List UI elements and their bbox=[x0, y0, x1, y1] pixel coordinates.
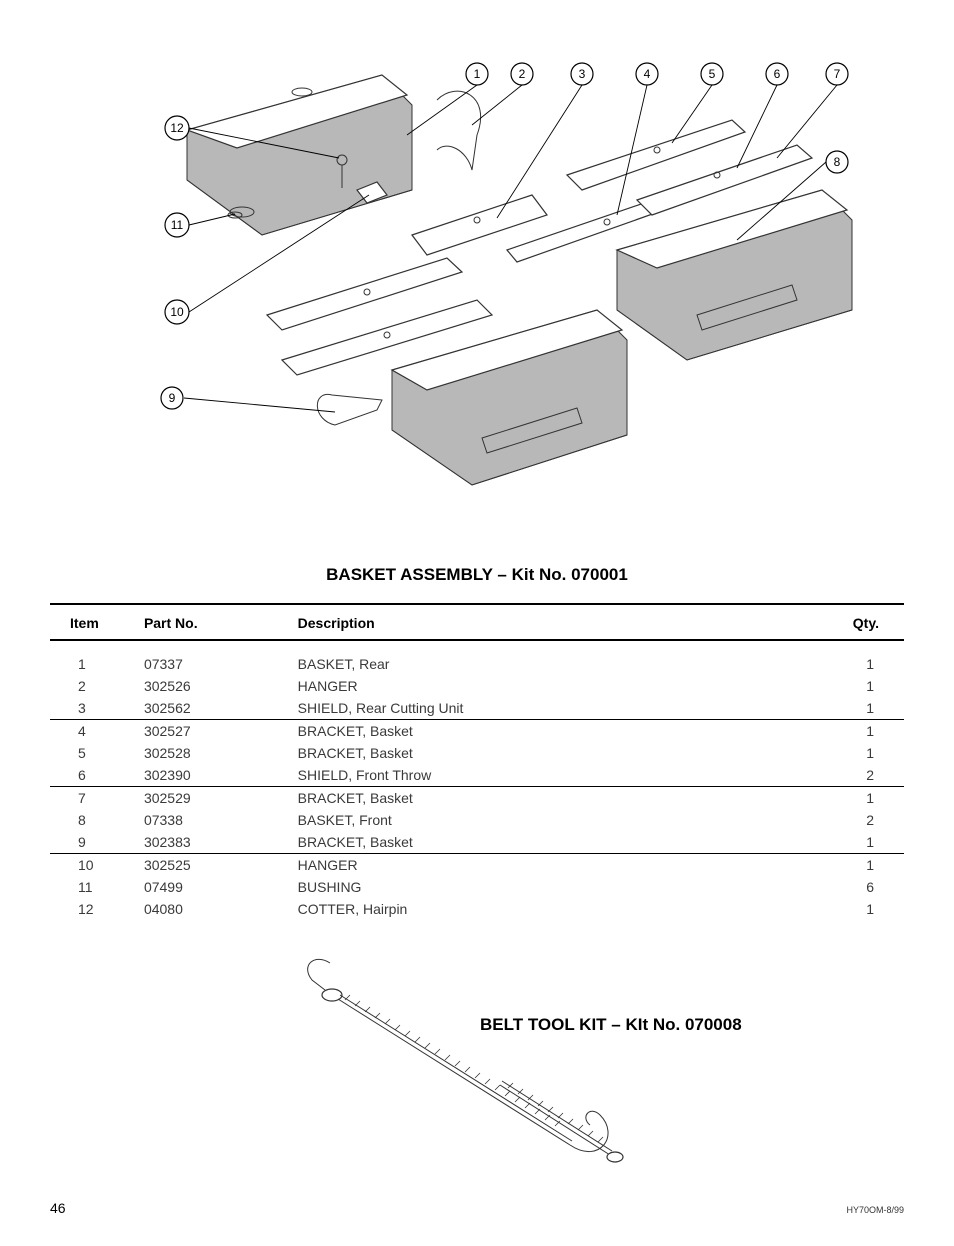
cell-item: 7 bbox=[50, 787, 144, 810]
cell-desc: SHIELD, Rear Cutting Unit bbox=[298, 697, 793, 720]
cell-item: 4 bbox=[50, 720, 144, 743]
part-basket-rear bbox=[187, 75, 412, 235]
cell-qty: 1 bbox=[793, 720, 904, 743]
cell-desc: HANGER bbox=[298, 854, 793, 877]
table-row: 1204080COTTER, Hairpin1 bbox=[50, 898, 904, 920]
callout-label-8: 8 bbox=[834, 155, 841, 169]
cell-item: 5 bbox=[50, 742, 144, 764]
table-row: 5302528BRACKET, Basket1 bbox=[50, 742, 904, 764]
callout-label-5: 5 bbox=[709, 67, 716, 81]
col-header-desc: Description bbox=[298, 605, 793, 640]
cell-desc: COTTER, Hairpin bbox=[298, 898, 793, 920]
callout-label-6: 6 bbox=[774, 67, 781, 81]
cell-desc: SHIELD, Front Throw bbox=[298, 764, 793, 787]
cell-part: 07338 bbox=[144, 809, 298, 831]
cell-part: 302390 bbox=[144, 764, 298, 787]
cell-part: 302526 bbox=[144, 675, 298, 697]
cell-desc: BRACKET, Basket bbox=[298, 787, 793, 810]
cell-item: 6 bbox=[50, 764, 144, 787]
cell-part: 302562 bbox=[144, 697, 298, 720]
table-row: 9302383BRACKET, Basket1 bbox=[50, 831, 904, 854]
cell-item: 12 bbox=[50, 898, 144, 920]
col-header-qty: Qty. bbox=[793, 605, 904, 640]
cell-item: 8 bbox=[50, 809, 144, 831]
cell-qty: 1 bbox=[793, 742, 904, 764]
callout-label-10: 10 bbox=[170, 305, 184, 319]
col-header-item: Item bbox=[50, 605, 144, 640]
table-row: 10302525HANGER1 bbox=[50, 854, 904, 877]
callout-label-9: 9 bbox=[169, 391, 176, 405]
cell-qty: 2 bbox=[793, 764, 904, 787]
cell-qty: 6 bbox=[793, 876, 904, 898]
cell-desc: HANGER bbox=[298, 675, 793, 697]
cell-item: 9 bbox=[50, 831, 144, 854]
table-row: 2302526HANGER1 bbox=[50, 675, 904, 697]
col-header-part: Part No. bbox=[144, 605, 298, 640]
cell-qty: 1 bbox=[793, 787, 904, 810]
cell-qty: 1 bbox=[793, 697, 904, 720]
table-row: 107337BASKET, Rear1 bbox=[50, 653, 904, 675]
cell-item: 11 bbox=[50, 876, 144, 898]
callout-label-1: 1 bbox=[474, 67, 481, 81]
cell-item: 2 bbox=[50, 675, 144, 697]
callout-label-4: 4 bbox=[644, 67, 651, 81]
table-row: 4302527BRACKET, Basket1 bbox=[50, 720, 904, 743]
cell-item: 1 bbox=[50, 653, 144, 675]
doc-code: HY70OM-8/99 bbox=[846, 1205, 904, 1215]
cell-part: 302383 bbox=[144, 831, 298, 854]
part-hanger-2 bbox=[437, 91, 481, 170]
cell-part: 302528 bbox=[144, 742, 298, 764]
cell-qty: 1 bbox=[793, 854, 904, 877]
cell-part: 302527 bbox=[144, 720, 298, 743]
cell-item: 10 bbox=[50, 854, 144, 877]
table-row: 1107499BUSHING6 bbox=[50, 876, 904, 898]
callout-label-12: 12 bbox=[170, 121, 184, 135]
table-row: 6302390SHIELD, Front Throw2 bbox=[50, 764, 904, 787]
cell-part: 04080 bbox=[144, 898, 298, 920]
table-row: 3302562SHIELD, Rear Cutting Unit1 bbox=[50, 697, 904, 720]
cell-desc: BASKET, Front bbox=[298, 809, 793, 831]
cell-part: 07337 bbox=[144, 653, 298, 675]
callout-label-3: 3 bbox=[579, 67, 586, 81]
cell-desc: BRACKET, Basket bbox=[298, 720, 793, 743]
cell-part: 302525 bbox=[144, 854, 298, 877]
cell-qty: 1 bbox=[793, 653, 904, 675]
cell-desc: BRACKET, Basket bbox=[298, 742, 793, 764]
cell-item: 3 bbox=[50, 697, 144, 720]
callout-label-7: 7 bbox=[834, 67, 841, 81]
cell-desc: BASKET, Rear bbox=[298, 653, 793, 675]
cell-desc: BUSHING bbox=[298, 876, 793, 898]
cell-qty: 1 bbox=[793, 831, 904, 854]
cell-part: 302529 bbox=[144, 787, 298, 810]
page-footer: 46 HY70OM-8/99 bbox=[50, 1200, 904, 1216]
cell-qty: 2 bbox=[793, 809, 904, 831]
page-number: 46 bbox=[50, 1200, 66, 1216]
callout-label-11: 11 bbox=[171, 218, 184, 232]
part-bracket-9 bbox=[317, 394, 382, 425]
basket-exploded-diagram: 123456781211109 bbox=[50, 40, 904, 545]
cell-qty: 1 bbox=[793, 675, 904, 697]
cell-desc: BRACKET, Basket bbox=[298, 831, 793, 854]
callout-label-2: 2 bbox=[519, 67, 526, 81]
parts-table: Item Part No. Description Qty. 107337BAS… bbox=[50, 603, 904, 920]
belt-tool-section: BELT TOOL KIT – KIt No. 070008 bbox=[50, 945, 904, 1195]
table-row: 807338BASKET, Front2 bbox=[50, 809, 904, 831]
cell-qty: 1 bbox=[793, 898, 904, 920]
part-basket-front-center bbox=[392, 310, 627, 485]
belt-tool-title: BELT TOOL KIT – KIt No. 070008 bbox=[480, 1015, 742, 1035]
basket-assembly-title: BASKET ASSEMBLY – Kit No. 070001 bbox=[50, 565, 904, 585]
table-row: 7302529BRACKET, Basket1 bbox=[50, 787, 904, 810]
cell-part: 07499 bbox=[144, 876, 298, 898]
